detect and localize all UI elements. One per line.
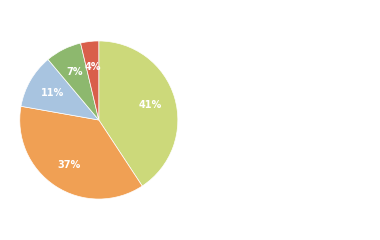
Text: 37%: 37% xyxy=(58,160,81,170)
Text: 11%: 11% xyxy=(41,88,64,98)
Legend: University of Pisa [11], Mined from GenBank, NCBI [10], Centre for Biodiversity
: University of Pisa [11], Mined from GenB… xyxy=(195,5,351,97)
Wedge shape xyxy=(81,41,99,120)
Wedge shape xyxy=(20,106,142,199)
Text: 7%: 7% xyxy=(66,67,83,77)
Text: 4%: 4% xyxy=(84,62,101,72)
Wedge shape xyxy=(99,41,178,186)
Wedge shape xyxy=(48,43,99,120)
Wedge shape xyxy=(21,60,99,120)
Text: 41%: 41% xyxy=(139,100,162,110)
